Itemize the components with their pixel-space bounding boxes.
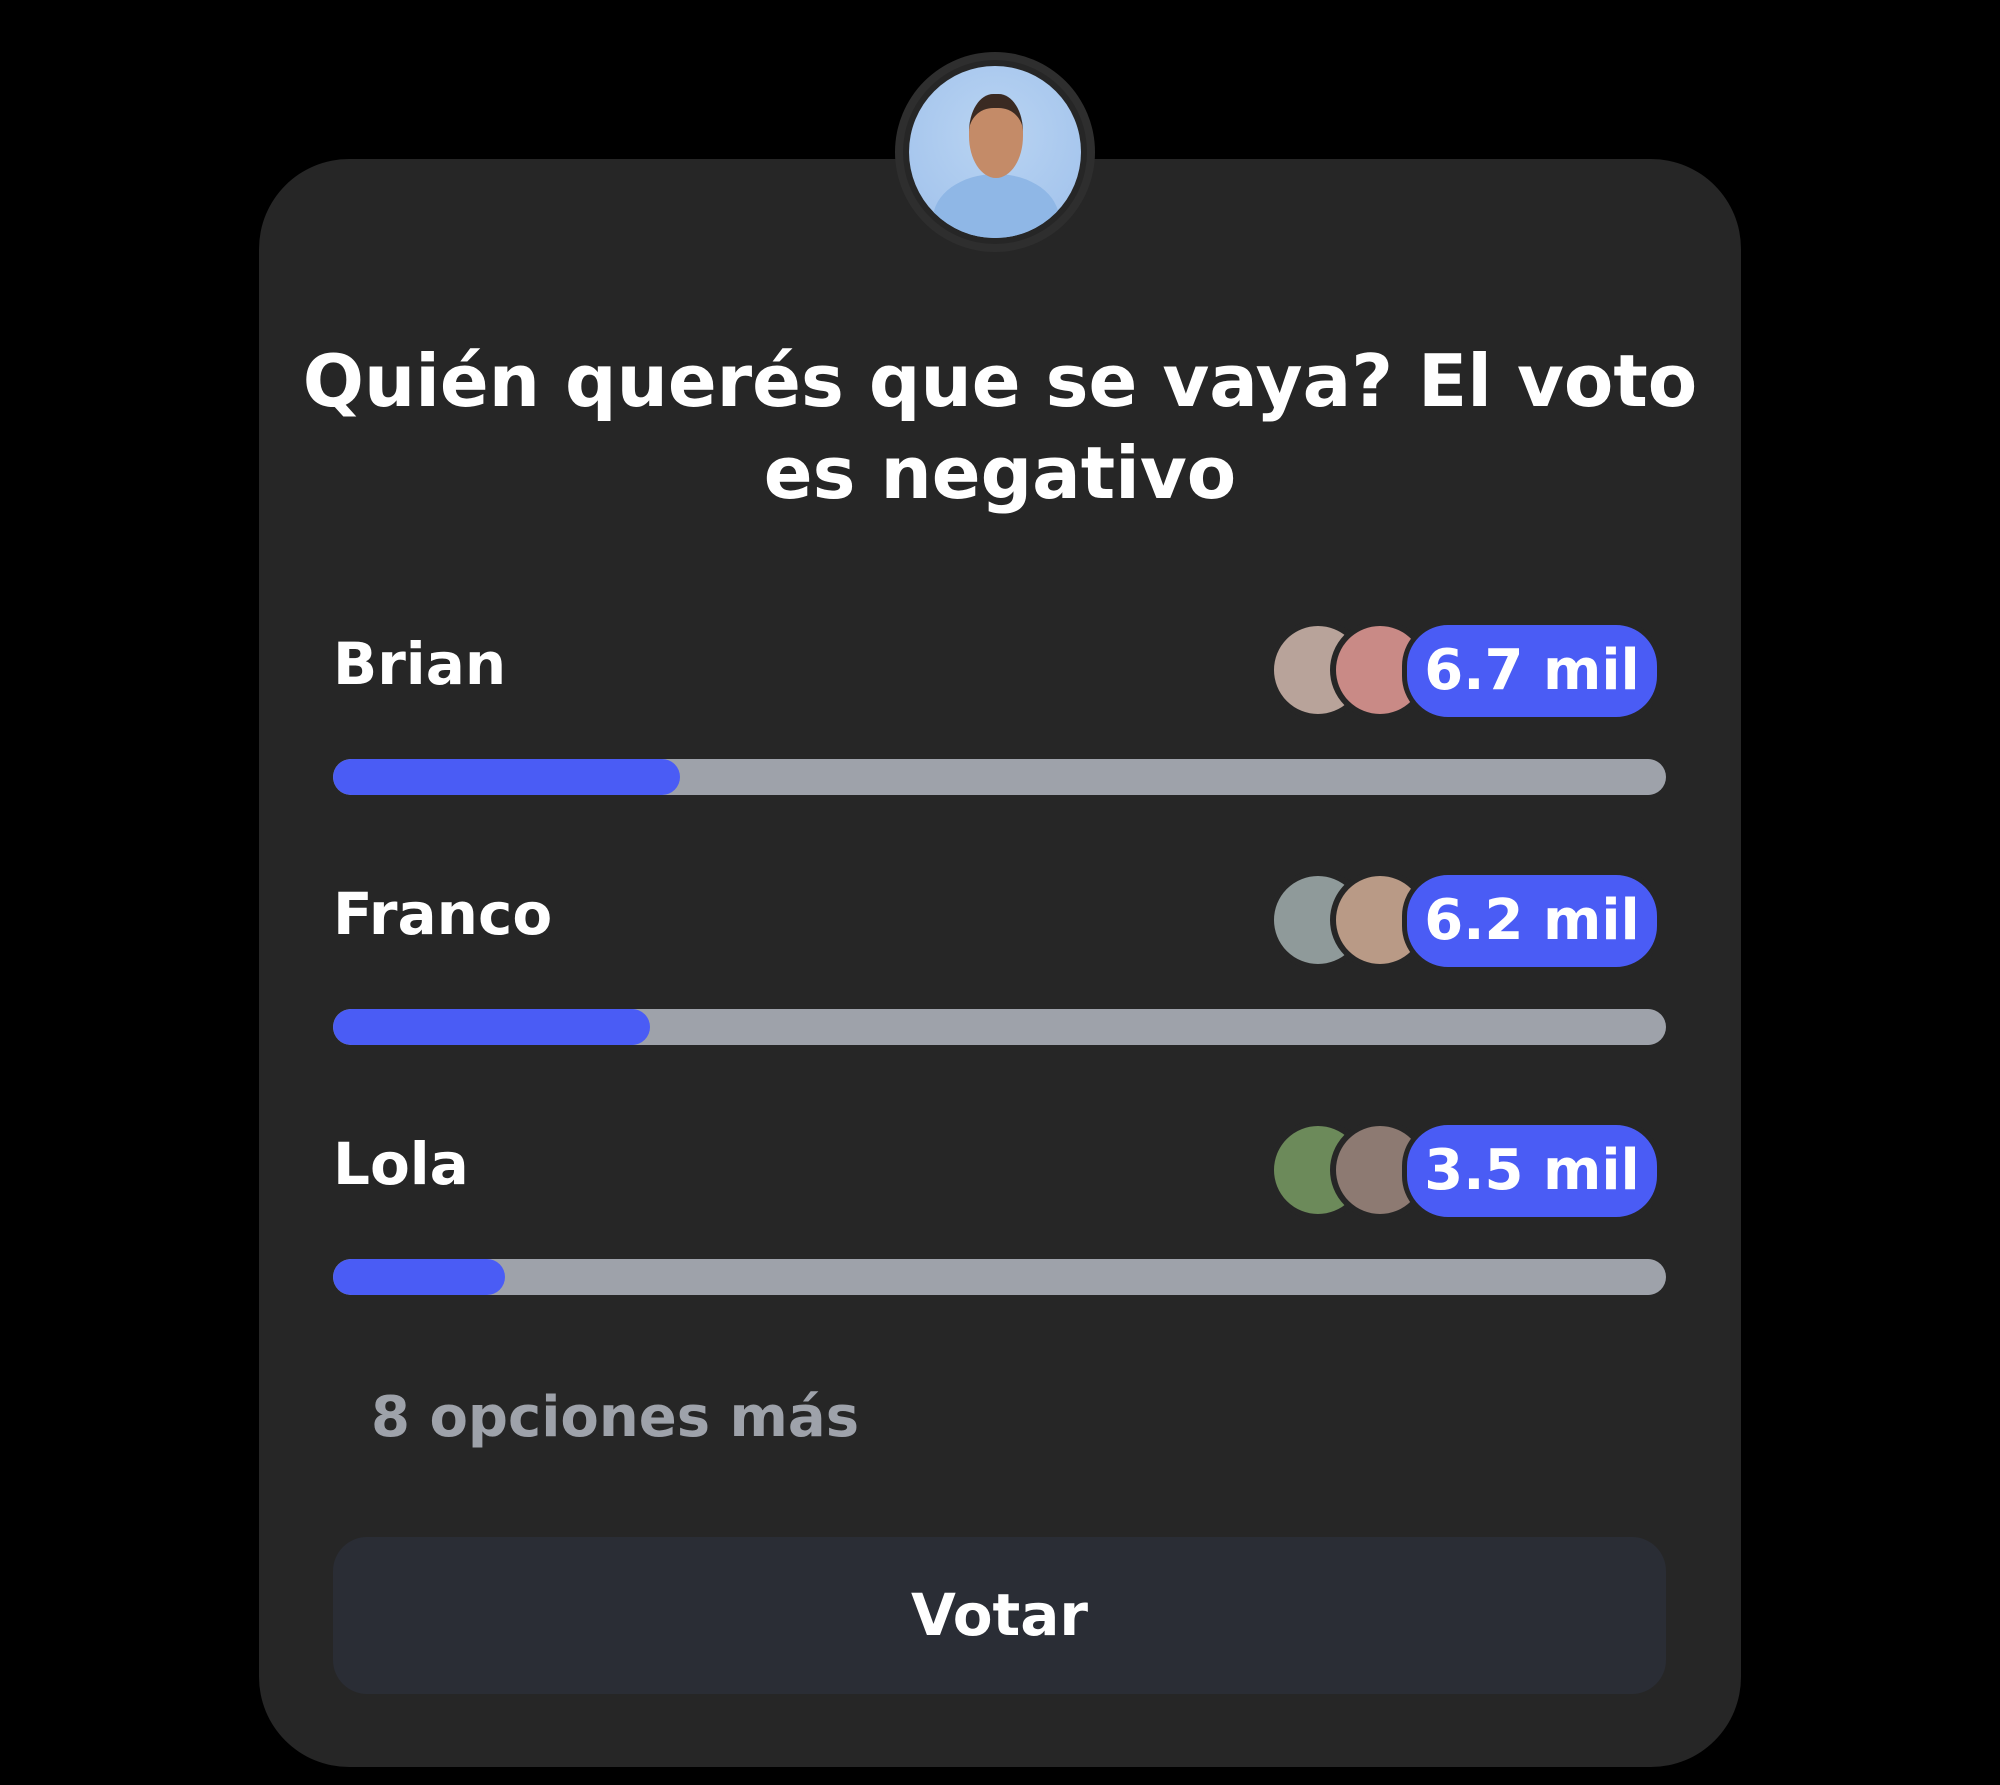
vote-button[interactable]: Votar: [333, 1537, 1666, 1694]
option-label: Brian: [333, 630, 507, 698]
poll-question: Quién querés que se vaya? El voto es neg…: [302, 339, 1698, 515]
vote-count-badge: 6.2 mil: [1402, 870, 1662, 972]
option-label: Lola: [333, 1130, 469, 1198]
option-label: Franco: [333, 880, 553, 948]
vote-count-badge: 3.5 mil: [1402, 1120, 1662, 1222]
more-options-link[interactable]: 8 opciones más: [371, 1385, 860, 1450]
vote-progress-fill: [333, 759, 680, 795]
poll-creator-avatar: [903, 60, 1087, 244]
vote-progress-bar: [333, 1259, 1666, 1295]
vote-progress-bar: [333, 1009, 1666, 1045]
vote-progress-fill: [333, 1259, 505, 1295]
vote-progress-bar: [333, 759, 1666, 795]
vote-progress-fill: [333, 1009, 651, 1045]
vote-count-badge: 6.7 mil: [1402, 620, 1662, 722]
